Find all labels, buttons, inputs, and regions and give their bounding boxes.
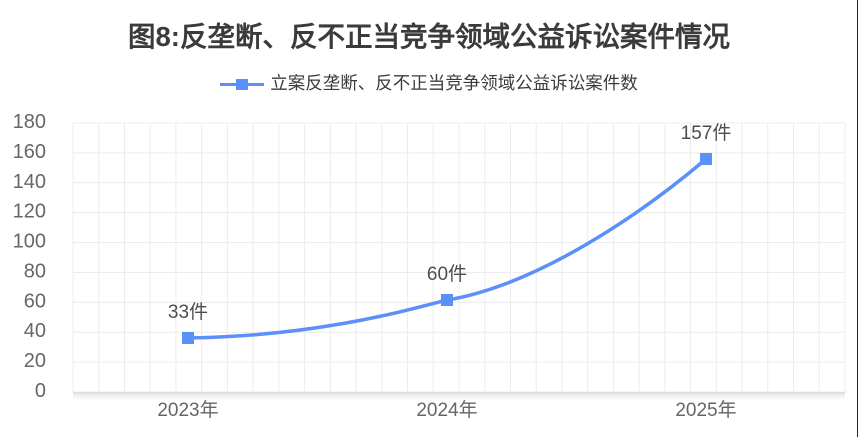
svg-text:120: 120 [13,201,46,223]
svg-text:40: 40 [24,320,46,342]
svg-text:140: 140 [13,171,46,193]
svg-text:80: 80 [24,260,46,282]
svg-text:2025年: 2025年 [675,399,736,421]
svg-text:180: 180 [13,111,46,133]
svg-text:100: 100 [13,231,46,253]
svg-text:157件: 157件 [681,122,732,144]
svg-text:0: 0 [35,380,46,402]
svg-text:33件: 33件 [168,301,208,323]
svg-text:2023年: 2023年 [157,399,218,421]
svg-text:2024年: 2024年 [416,399,477,421]
svg-text:60件: 60件 [427,263,467,285]
svg-text:20: 20 [24,350,46,372]
svg-text:60: 60 [24,290,46,312]
svg-text:160: 160 [13,141,46,163]
